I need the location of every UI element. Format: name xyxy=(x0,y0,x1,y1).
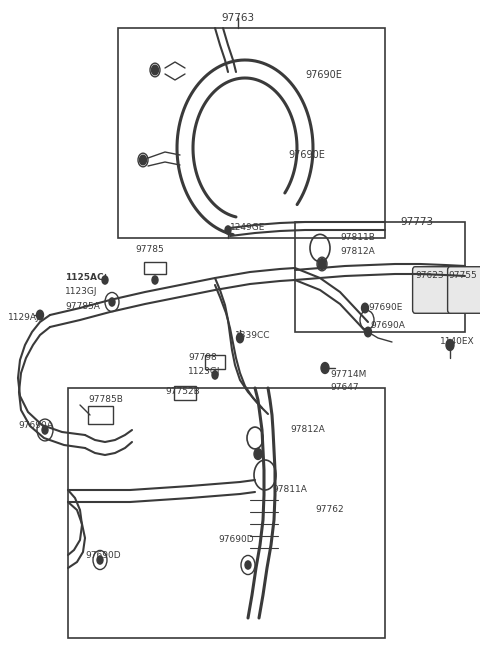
Text: 97690A: 97690A xyxy=(18,421,53,430)
Text: 97762: 97762 xyxy=(315,506,344,514)
FancyBboxPatch shape xyxy=(447,267,480,313)
Circle shape xyxy=(42,426,48,434)
Bar xyxy=(205,355,225,369)
Text: 1129AJ: 1129AJ xyxy=(8,314,40,322)
Text: 97752B: 97752B xyxy=(165,388,200,396)
Text: 97812A: 97812A xyxy=(290,426,325,434)
Circle shape xyxy=(225,226,231,234)
Circle shape xyxy=(321,362,329,373)
Bar xyxy=(87,406,112,424)
Circle shape xyxy=(152,276,158,284)
Circle shape xyxy=(109,298,115,306)
Bar xyxy=(144,262,166,274)
Bar xyxy=(174,386,196,400)
Text: 97811A: 97811A xyxy=(272,485,307,495)
Circle shape xyxy=(254,449,262,459)
Circle shape xyxy=(361,303,369,313)
Circle shape xyxy=(102,276,108,284)
Text: 97755: 97755 xyxy=(448,272,477,280)
Bar xyxy=(68,388,385,638)
Bar xyxy=(295,222,465,332)
Circle shape xyxy=(152,66,158,75)
Circle shape xyxy=(364,328,372,337)
Text: 97690E: 97690E xyxy=(288,150,325,160)
Text: 97647: 97647 xyxy=(330,383,359,392)
Text: 97690E: 97690E xyxy=(368,303,402,312)
Circle shape xyxy=(237,333,243,343)
Text: 97690E: 97690E xyxy=(305,70,342,80)
Text: 97690D: 97690D xyxy=(218,536,253,544)
Text: 97785B: 97785B xyxy=(88,396,123,405)
Text: 97690D: 97690D xyxy=(85,550,120,559)
Text: 97785A: 97785A xyxy=(65,301,100,310)
Circle shape xyxy=(318,259,326,269)
Circle shape xyxy=(245,561,251,569)
Text: 97714M: 97714M xyxy=(330,371,366,379)
Text: 97811B: 97811B xyxy=(340,233,375,242)
Circle shape xyxy=(97,556,103,564)
Text: 97623: 97623 xyxy=(415,272,444,280)
Text: 1140EX: 1140EX xyxy=(440,337,475,346)
Circle shape xyxy=(36,310,44,320)
Text: 97798: 97798 xyxy=(188,354,217,362)
Bar xyxy=(118,28,385,238)
Text: 97763: 97763 xyxy=(221,13,254,23)
Text: 1249GE: 1249GE xyxy=(230,223,265,233)
Circle shape xyxy=(212,371,218,379)
Text: 97785: 97785 xyxy=(135,246,164,255)
Text: 1123GJ: 1123GJ xyxy=(65,288,97,297)
Text: 97690A: 97690A xyxy=(370,320,405,329)
Text: 1125AC: 1125AC xyxy=(65,274,104,282)
FancyBboxPatch shape xyxy=(413,267,452,313)
Text: 97773: 97773 xyxy=(400,217,433,227)
Text: 97812A: 97812A xyxy=(340,248,375,257)
Text: 1339CC: 1339CC xyxy=(235,331,271,339)
Text: 1123GJ: 1123GJ xyxy=(188,367,220,377)
Circle shape xyxy=(446,339,454,350)
Circle shape xyxy=(140,155,146,165)
